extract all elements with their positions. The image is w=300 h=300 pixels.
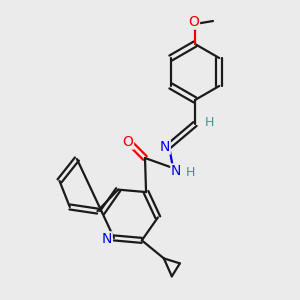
Text: N: N bbox=[160, 140, 170, 154]
Text: O: O bbox=[189, 15, 200, 29]
Text: N: N bbox=[171, 164, 181, 178]
Text: H: H bbox=[204, 116, 214, 128]
Text: H: H bbox=[185, 167, 195, 179]
Text: N: N bbox=[102, 232, 112, 246]
Text: O: O bbox=[123, 135, 134, 149]
